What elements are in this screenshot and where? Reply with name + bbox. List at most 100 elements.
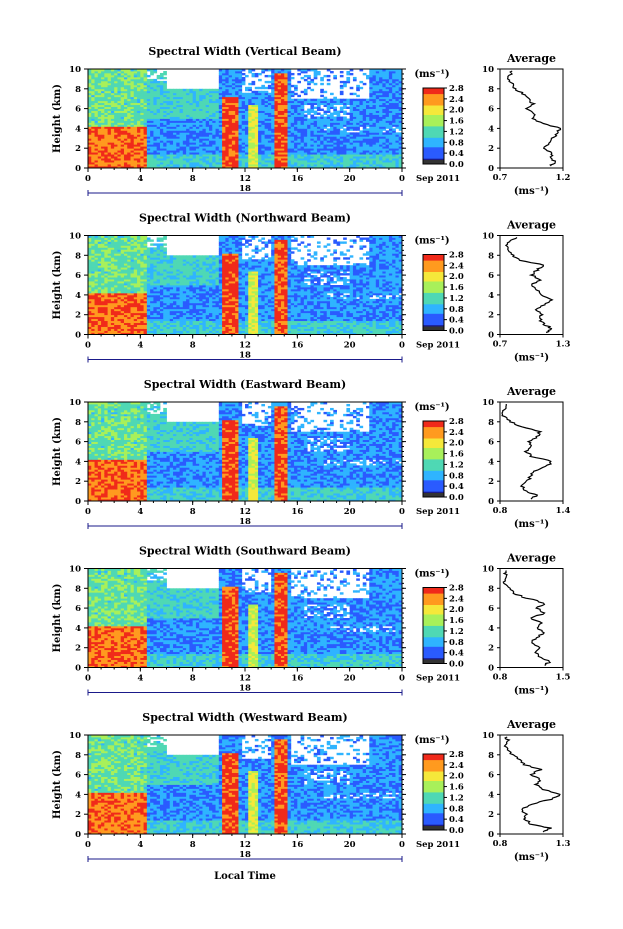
heatmap-cell bbox=[199, 108, 203, 111]
heatmap-cell bbox=[238, 94, 243, 98]
heatmap-cell bbox=[150, 140, 154, 143]
heatmap-cell bbox=[241, 96, 246, 100]
heatmap-cell bbox=[169, 110, 174, 113]
heatmap-cell bbox=[104, 162, 109, 165]
heatmap-cell bbox=[176, 162, 180, 165]
heatmap-cell bbox=[238, 96, 243, 100]
heatmap-cell bbox=[104, 144, 109, 147]
heatmap-cell bbox=[189, 146, 194, 149]
heatmap-cell bbox=[186, 148, 190, 151]
heatmap-cell bbox=[159, 112, 164, 115]
heatmap-cell bbox=[290, 98, 295, 102]
heatmap-cell bbox=[146, 100, 151, 104]
heatmap-cell bbox=[137, 80, 141, 84]
heatmap-cell bbox=[235, 78, 239, 82]
heatmap-cell bbox=[88, 106, 92, 109]
heatmap-cell bbox=[110, 126, 115, 129]
heatmap-cell bbox=[195, 108, 200, 111]
heatmap-cell bbox=[91, 94, 95, 98]
heatmap-cell bbox=[110, 146, 115, 149]
heatmap-cell bbox=[127, 100, 131, 104]
heatmap-cell bbox=[104, 140, 109, 143]
heatmap-cell bbox=[88, 108, 92, 111]
heatmap-cell bbox=[202, 132, 207, 135]
heatmap-cell bbox=[212, 104, 216, 108]
heatmap-cell bbox=[212, 98, 216, 102]
heatmap-cell bbox=[127, 150, 131, 153]
heatmap-cell bbox=[133, 148, 138, 151]
heatmap-cell bbox=[114, 88, 118, 92]
heatmap-cell bbox=[205, 136, 210, 139]
heatmap-cell bbox=[107, 116, 112, 119]
heatmap-cell bbox=[248, 69, 252, 72]
heatmap-cell bbox=[186, 140, 190, 143]
heatmap-cell bbox=[251, 134, 256, 137]
heatmap-cell bbox=[215, 166, 220, 169]
heatmap-cell bbox=[238, 122, 243, 125]
heatmap-cell bbox=[352, 132, 357, 135]
heatmap-cell bbox=[101, 106, 105, 109]
heatmap-cell bbox=[251, 164, 256, 167]
heatmap-cell bbox=[231, 122, 236, 125]
heatmap-cell bbox=[179, 142, 184, 145]
heatmap-cell bbox=[101, 164, 105, 167]
heatmap-cell bbox=[182, 128, 187, 131]
heatmap-cell bbox=[359, 98, 364, 102]
heatmap-cell bbox=[231, 162, 236, 165]
heatmap-cell bbox=[156, 126, 161, 129]
heatmap-cell bbox=[153, 136, 158, 139]
heatmap-cell bbox=[199, 94, 203, 98]
profile-line bbox=[506, 70, 562, 167]
heatmap-cell bbox=[133, 134, 138, 137]
heatmap-cell bbox=[173, 162, 177, 165]
heatmap-cell bbox=[189, 112, 194, 115]
heatmap-cell bbox=[228, 122, 233, 125]
heatmap-cell bbox=[231, 110, 236, 113]
heatmap-cell bbox=[245, 106, 249, 109]
heatmap-cell bbox=[166, 102, 171, 106]
heatmap-cell bbox=[225, 98, 230, 102]
heatmap-cell bbox=[307, 118, 311, 121]
heatmap-cell bbox=[130, 158, 135, 161]
heatmap-cell bbox=[238, 128, 243, 131]
heatmap-cell bbox=[228, 164, 233, 167]
heatmap-cell bbox=[173, 144, 177, 147]
heatmap-cell bbox=[202, 126, 207, 129]
heatmap-cell bbox=[91, 100, 95, 104]
heatmap-cell bbox=[123, 144, 128, 147]
heatmap-cell bbox=[140, 142, 144, 145]
heatmap-cell bbox=[235, 160, 239, 163]
heatmap-cell bbox=[110, 160, 115, 163]
heatmap-cell bbox=[97, 142, 102, 145]
heatmap-cell bbox=[140, 112, 144, 115]
heatmap-cell bbox=[241, 100, 246, 104]
heatmap-cell bbox=[143, 162, 148, 165]
heatmap-cell bbox=[143, 124, 148, 127]
heatmap-cell bbox=[150, 150, 154, 153]
heatmap-cell bbox=[130, 162, 135, 165]
heatmap-cell bbox=[127, 122, 131, 125]
heatmap-cell bbox=[94, 152, 99, 155]
heatmap-cell bbox=[212, 158, 216, 161]
heatmap-cell bbox=[153, 104, 158, 108]
heatmap-cell bbox=[231, 102, 236, 106]
heatmap-cell bbox=[143, 130, 148, 133]
heatmap-cell bbox=[199, 106, 203, 109]
heatmap-cell bbox=[297, 94, 301, 98]
heatmap-cell bbox=[215, 148, 220, 151]
heatmap-cell bbox=[137, 138, 141, 141]
heatmap-cell bbox=[150, 110, 154, 113]
heatmap-cell bbox=[110, 134, 115, 137]
heatmap-cell bbox=[110, 80, 115, 84]
heatmap-cell bbox=[218, 88, 223, 92]
heatmap-cell bbox=[91, 118, 95, 121]
heatmap-cell bbox=[176, 102, 180, 106]
heatmap-cell bbox=[205, 124, 210, 127]
heatmap-cell bbox=[130, 90, 135, 94]
heatmap-cell bbox=[114, 102, 118, 106]
heatmap-cell bbox=[153, 90, 158, 94]
heatmap-cell bbox=[228, 100, 233, 104]
heatmap-cell bbox=[235, 140, 239, 143]
heatmap-cell bbox=[156, 84, 161, 88]
heatmap-cell bbox=[241, 126, 246, 129]
